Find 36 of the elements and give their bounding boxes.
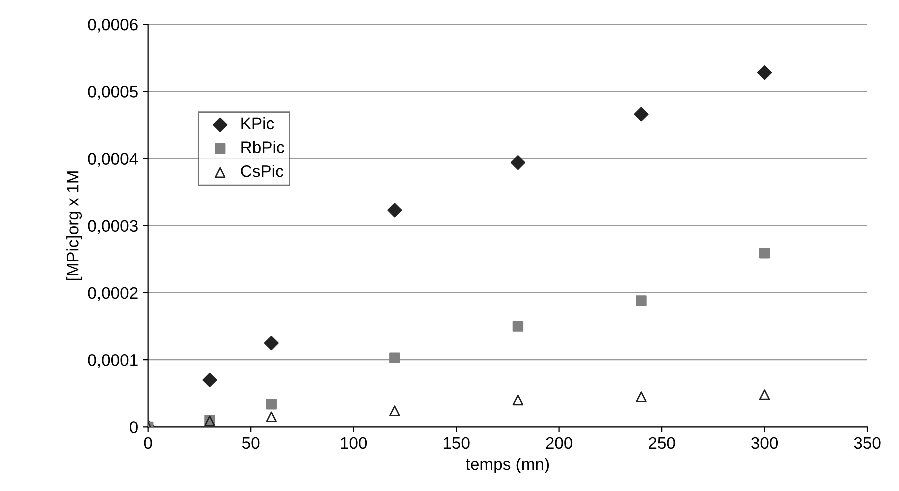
legend-label: KPic [242,117,274,130]
y-tick-label: 0,0001 [88,354,138,368]
y-tick-label: 0,0002 [88,287,138,302]
point [390,406,400,416]
y-axis-title: [MPic]org x 1M [66,172,82,280]
point [510,156,526,170]
x-tick-label: 300 [752,437,778,450]
point [390,352,400,364]
x-tick-label: 200 [546,437,573,450]
y-tick-label: 0 [130,422,138,434]
x-tick-label: 350 [854,437,881,450]
x-axis-title: temps (mn) [466,458,550,474]
y-tick-label: 0,0004 [88,153,138,167]
point [636,296,647,306]
legend-label: CsPic [241,165,284,178]
x-tick-label: 50 [242,437,260,450]
point [634,107,649,122]
legend-label: RbPic [242,141,284,154]
x-tick-label: 0 [144,437,152,450]
point [264,336,279,351]
point [202,372,218,388]
point [388,203,402,218]
point [266,412,277,422]
point [758,66,772,80]
point [759,248,770,259]
x-tick-label: 150 [444,437,470,450]
x-tick-label: 100 [341,437,368,450]
y-tick-label: 0,0005 [88,86,138,100]
y-tick-label: 0,0006 [88,18,138,33]
point [759,390,770,400]
point [512,321,524,332]
y-tick-label: 0,0003 [88,220,138,234]
x-tick-label: 250 [648,437,676,450]
point [266,399,277,410]
point [636,392,647,402]
point [512,394,524,406]
